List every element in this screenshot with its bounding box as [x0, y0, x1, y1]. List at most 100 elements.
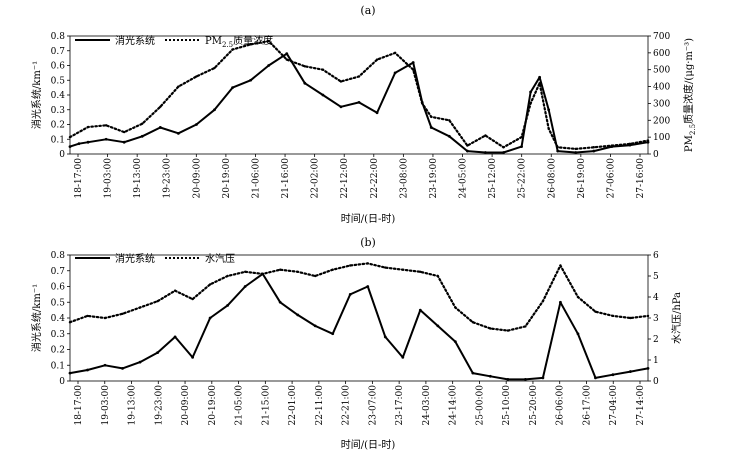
y2-tick-label: 6: [653, 251, 659, 261]
x-tick-label: 21-05:00: [235, 385, 245, 426]
y-tick-label: 0.2: [51, 121, 65, 131]
data-point: [314, 274, 317, 278]
data-point: [419, 270, 422, 273]
data-point: [629, 316, 632, 320]
x-tick-label: 27-04:00: [609, 385, 619, 426]
data-point: [177, 85, 180, 88]
x-axis-label-a: 时间/(日-时): [341, 212, 396, 225]
data-point: [103, 363, 107, 367]
data-point: [296, 270, 299, 273]
data-point: [393, 71, 397, 75]
y-tick-label: 0.5: [51, 76, 66, 86]
y2-tick-label: 700: [653, 32, 670, 42]
chart-panel-b: (b) 0 0.1 0.2 0.3 0.4 0.5 0.6 0.7 0.8 0 1 2 3 4 5 6 18…: [30, 236, 683, 451]
x-tick-label: 18-17:00: [74, 158, 84, 199]
data-point: [506, 378, 510, 381]
x-tick-label: 26-19:00: [577, 158, 587, 199]
y-tick-label: 0.1: [51, 361, 65, 371]
data-point: [559, 264, 562, 267]
data-point: [173, 335, 177, 339]
data-point: [176, 131, 180, 135]
data-point: [529, 90, 532, 94]
legend-b-solid-label: 消光系统: [115, 252, 155, 265]
data-point: [77, 142, 81, 146]
x-tick-label: 20-19:00: [208, 385, 218, 426]
data-point: [195, 75, 198, 78]
x-tick-label: 25-00:00: [475, 385, 485, 426]
x-tick-label: 27-14:00: [636, 385, 646, 426]
x-tick-label: 27-06:00: [606, 158, 616, 199]
x-tick-label: 19-03:00: [101, 385, 111, 426]
x-tick-label: 23-08:00: [399, 158, 409, 199]
x-tick-label: 25-22:00: [518, 158, 528, 199]
data-point: [547, 108, 551, 112]
data-point: [285, 58, 288, 61]
y-tick-label: 0.4: [51, 91, 66, 101]
data-point: [465, 149, 469, 153]
y2-tick-label: 5: [653, 272, 659, 282]
x-tick-label: 23-19:00: [429, 158, 439, 199]
series-line-secondary: [68, 40, 650, 150]
x-tick-label: 18-17:00: [74, 385, 84, 426]
data-point: [489, 327, 492, 330]
x-tick-label: 22-11:00: [315, 385, 325, 426]
data-point: [529, 102, 532, 105]
data-point: [226, 304, 230, 307]
data-point: [156, 300, 159, 303]
data-point: [471, 321, 475, 324]
data-point: [86, 368, 89, 372]
y2-tick-label: 400: [653, 83, 670, 93]
data-point: [429, 126, 433, 129]
data-point: [418, 308, 422, 312]
data-point: [592, 149, 596, 153]
data-point: [538, 75, 542, 79]
y2-axis-label-b: 水汽压/hPa: [670, 292, 683, 344]
y2-axis-label-a: PM2.5质量浓度/(μg·m⁻³): [682, 38, 697, 152]
data-point: [103, 316, 107, 320]
data-point: [104, 124, 108, 127]
data-point: [313, 324, 317, 328]
data-point: [173, 289, 177, 292]
x-tick-label: 20-09:00: [192, 158, 202, 199]
data-point: [401, 355, 405, 359]
data-point: [471, 371, 475, 375]
x-tick-label: 19-13:00: [128, 385, 138, 426]
data-point: [576, 332, 580, 336]
data-point: [321, 68, 325, 71]
chart-panel-a: (a) 0 0.1 0.2 0.3 0.4 0.5 0.6 0.7 0.8 0 100 200 300…: [30, 4, 697, 225]
data-point: [592, 146, 596, 149]
x-tick-label: 26-06:00: [556, 385, 566, 426]
legend-b-dotted-label: 水汽压: [205, 252, 235, 265]
y2-tick-label: 500: [653, 66, 670, 76]
data-point: [285, 52, 289, 56]
data-point: [502, 146, 505, 149]
y-tick-label: 0.1: [51, 135, 65, 145]
data-point: [524, 325, 527, 328]
data-point: [484, 151, 487, 154]
y2-tick-label: 4: [653, 293, 659, 303]
legend-b: 消光系统 水汽压: [75, 252, 235, 265]
data-point: [296, 313, 300, 317]
legend-a-solid-label: 消光系统: [115, 34, 155, 47]
x-tick-label: 26-08:00: [547, 158, 557, 199]
data-point: [574, 147, 577, 151]
x-tick-label: 19-13:00: [133, 158, 143, 199]
y-tick-label: 0.5: [51, 298, 66, 308]
data-point: [421, 102, 424, 105]
data-point: [122, 130, 126, 134]
data-point: [213, 66, 216, 70]
data-point: [448, 119, 451, 122]
data-point: [121, 367, 124, 370]
x-tick-label: 27-16:00: [636, 158, 646, 199]
data-point: [357, 100, 361, 104]
y2-tick-label: 3: [653, 314, 659, 324]
data-point: [610, 144, 614, 147]
x-tick-label: 20-19:00: [222, 158, 232, 199]
data-point: [559, 300, 562, 304]
x-tick-label: 22-02:00: [311, 158, 321, 199]
data-point: [331, 268, 334, 271]
plot-area-a: [69, 35, 649, 155]
data-point: [541, 300, 545, 303]
panel-label-b: (b): [360, 236, 376, 249]
y2-tick-label: 300: [653, 99, 670, 109]
